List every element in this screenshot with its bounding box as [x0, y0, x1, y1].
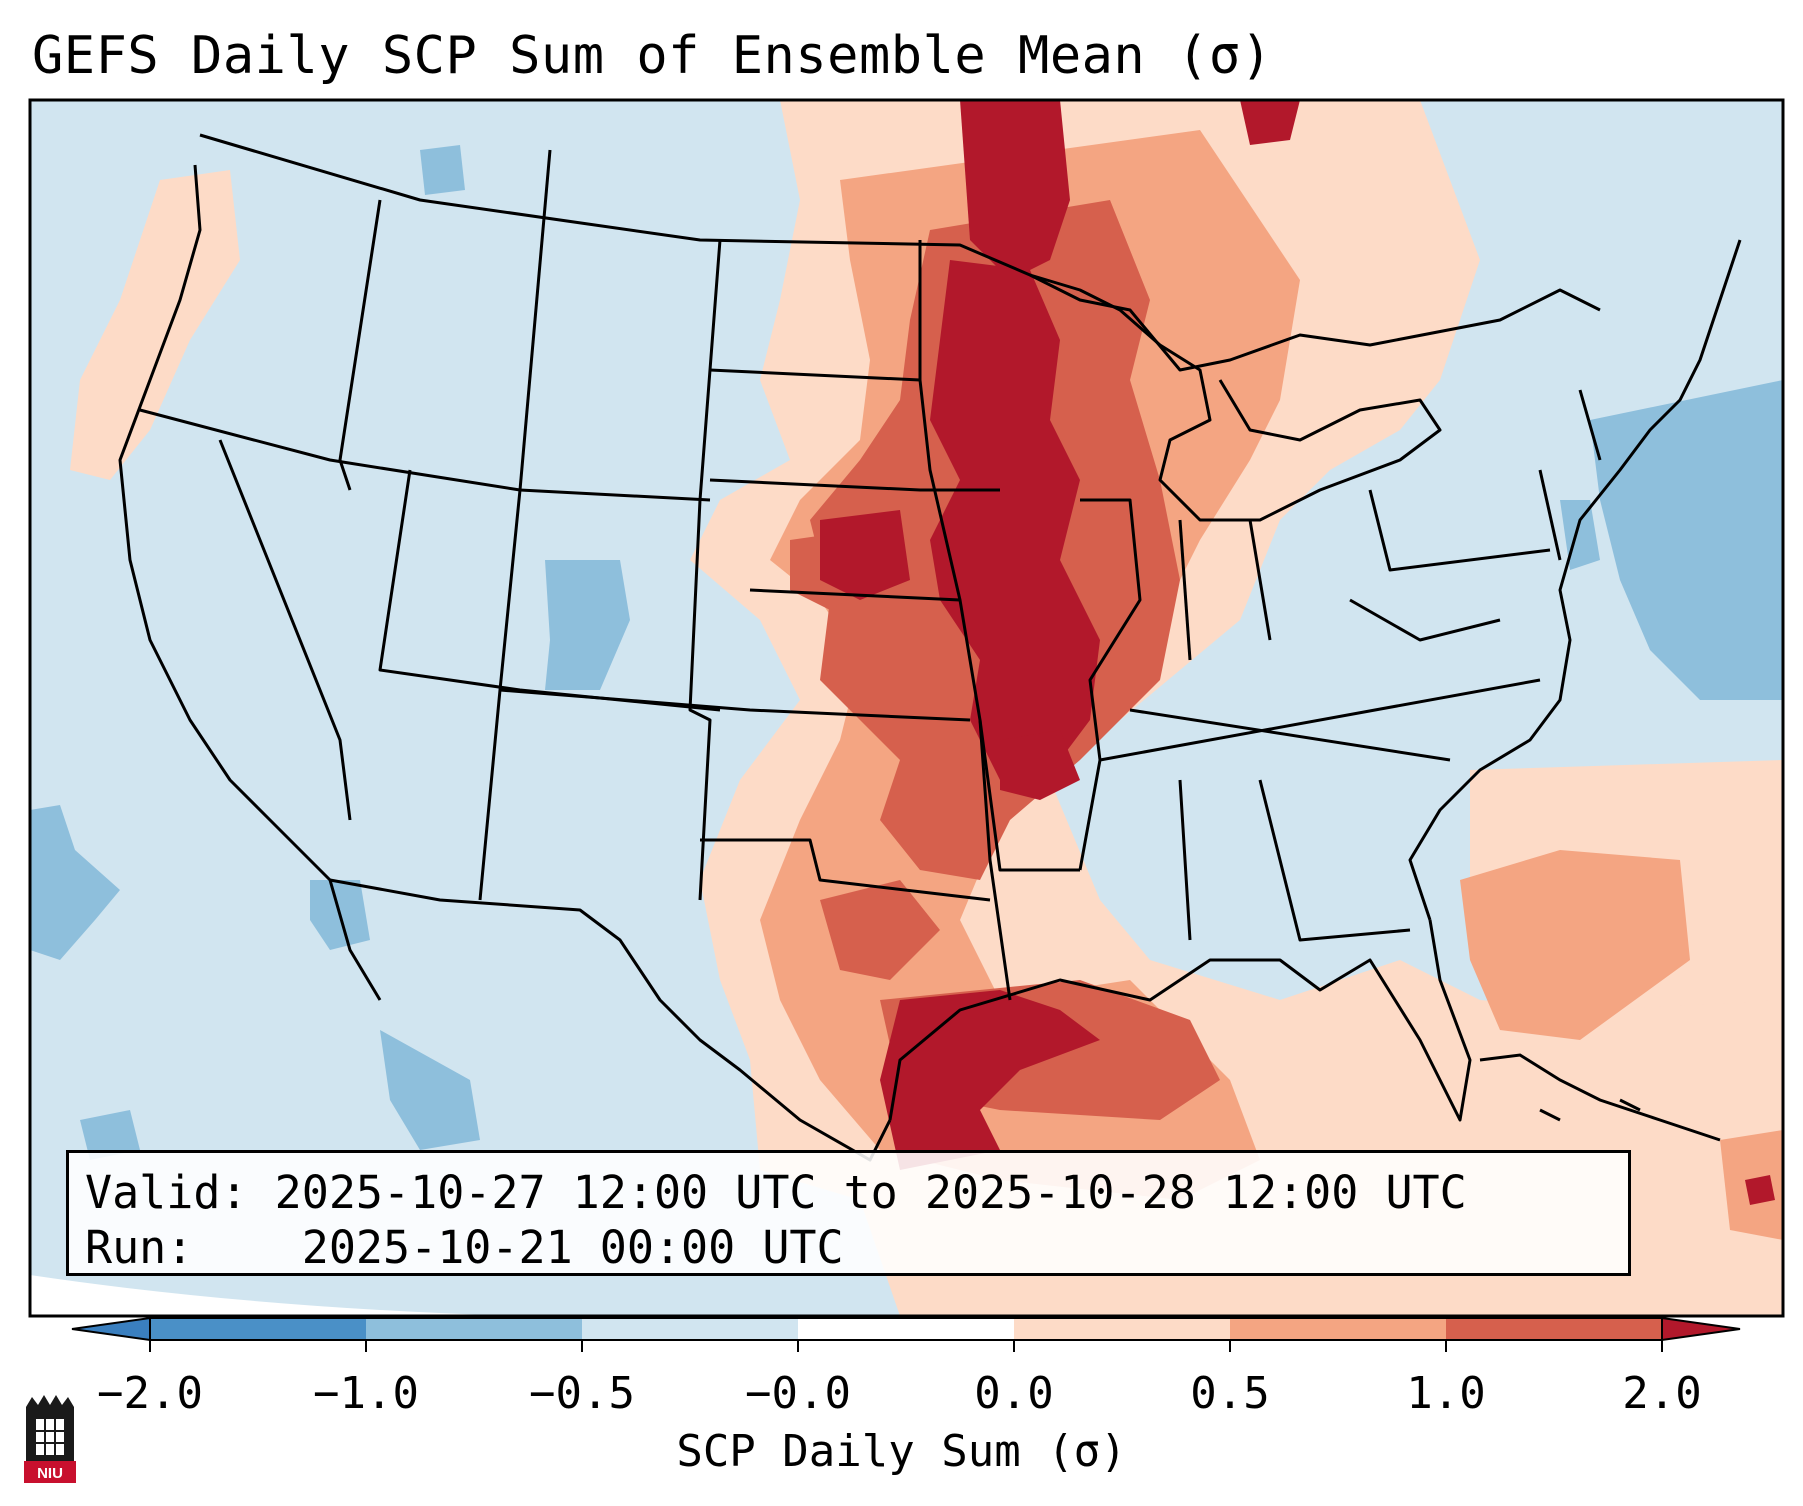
colorbar-label: SCP Daily Sum (σ) [676, 1426, 1127, 1477]
colorbar-bin-5 [1014, 1318, 1230, 1340]
state-boundaries [118, 133, 1742, 1162]
colorbar-bin-7 [1446, 1318, 1662, 1340]
colorbar-tick-label: 1.0 [1406, 1368, 1486, 1419]
great-lakes [1029, 273, 1442, 522]
colorbar-bin-3 [582, 1318, 798, 1340]
colorbar-extend-low [71, 1316, 151, 1342]
colorbar-tick-label: −2.0 [97, 1368, 203, 1419]
extreme-positive-patches [820, 100, 1775, 1205]
negative-anomaly-patches [30, 145, 1783, 1160]
map-frame [28, 98, 1785, 1318]
us-mexico-border [329, 878, 892, 1162]
valid-row: Valid: 2025-10-27 12:00 UTC to 2025-10-2… [85, 1165, 1612, 1220]
map-title: GEFS Daily SCP Sum of Ensemble Mean (σ) [32, 26, 1273, 86]
colorbar-tick-label: −0.5 [529, 1368, 635, 1419]
colorbar-bin-1 [150, 1318, 366, 1340]
colorbar [71, 1316, 1741, 1352]
run-row: Run: 2025-10-21 00:00 UTC [85, 1220, 1612, 1275]
colorbar-bin-6 [1230, 1318, 1446, 1340]
colorbar-tick-label: 0.0 [974, 1368, 1054, 1419]
colorbar-ticks [149, 1340, 1663, 1352]
gulf-coast [888, 919, 1472, 1122]
colorbar-tick-label: −0.0 [745, 1368, 851, 1419]
colorbar-tick-label: 2.0 [1622, 1368, 1702, 1419]
valid-value: 2025-10-27 12:00 UTC to 2025-10-28 12:00… [274, 1166, 1467, 1219]
projection-edge [30, 1275, 900, 1316]
atlantic-coast [1408, 239, 1742, 921]
colorbar-tick-label: −1.0 [313, 1368, 419, 1419]
run-value: 2025-10-21 00:00 UTC [301, 1221, 844, 1274]
run-label: Run: [85, 1221, 194, 1274]
colorbar-bin-2 [366, 1318, 582, 1340]
valid-label: Valid: [85, 1166, 248, 1219]
niu-logo-icon: NIU [24, 1395, 76, 1483]
valid-run-info-box: Valid: 2025-10-27 12:00 UTC to 2025-10-2… [66, 1150, 1631, 1276]
scp-field [30, 100, 1783, 1316]
colorbar-bin-4 [798, 1318, 1014, 1340]
colorbar-outline [149, 1317, 1663, 1341]
colorbar-tick-label: 0.5 [1190, 1368, 1270, 1419]
caribbean-islands [1479, 1053, 1721, 1142]
colorbar-extend-high [1661, 1316, 1741, 1342]
logo-text: NIU [37, 1465, 63, 1482]
